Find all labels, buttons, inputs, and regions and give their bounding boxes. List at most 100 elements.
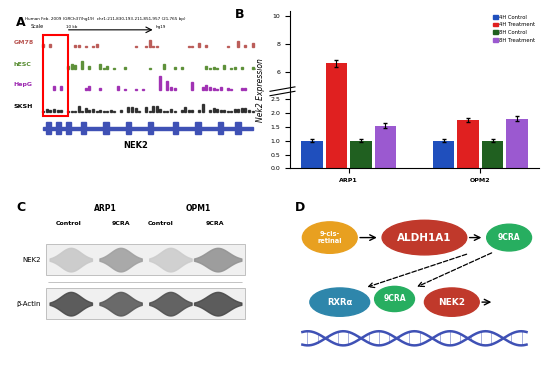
Text: ARP1: ARP1	[94, 204, 117, 213]
Bar	[180, 110, 183, 112]
Bar	[78, 45, 80, 47]
Bar	[350, 141, 372, 168]
Bar	[71, 64, 73, 69]
Bar	[124, 67, 126, 69]
Text: Control: Control	[147, 221, 173, 226]
Bar	[131, 107, 133, 112]
Ellipse shape	[302, 222, 357, 253]
Bar	[218, 122, 223, 134]
Bar	[238, 41, 239, 47]
Text: HepG: HepG	[14, 82, 32, 88]
Bar	[223, 110, 225, 112]
Text: ALDH1A1: ALDH1A1	[397, 233, 452, 243]
Bar	[251, 43, 254, 47]
Bar	[482, 141, 503, 168]
Bar	[145, 46, 147, 47]
Bar	[160, 76, 161, 90]
Bar	[156, 106, 158, 112]
Bar	[81, 61, 84, 69]
Bar	[191, 46, 193, 47]
Bar	[152, 106, 155, 112]
Bar	[506, 119, 527, 168]
Bar	[106, 66, 108, 69]
Bar	[85, 46, 87, 47]
Bar	[103, 111, 104, 112]
Bar	[128, 107, 129, 112]
Text: Control: Control	[56, 221, 81, 226]
Bar	[113, 68, 116, 69]
Bar	[92, 109, 94, 112]
Bar	[96, 111, 97, 112]
FancyBboxPatch shape	[46, 288, 245, 319]
Bar	[219, 110, 222, 112]
Bar	[245, 108, 246, 112]
Text: C: C	[16, 201, 25, 214]
Bar	[78, 106, 80, 112]
Text: hg19: hg19	[156, 25, 166, 29]
Bar	[209, 87, 211, 90]
Bar	[57, 110, 58, 112]
Bar	[227, 46, 229, 47]
Bar	[248, 111, 250, 112]
Bar	[235, 122, 241, 134]
Bar	[92, 46, 94, 47]
Bar	[219, 87, 222, 90]
Bar	[213, 88, 214, 90]
Bar	[135, 89, 136, 90]
Bar	[251, 111, 254, 112]
Bar	[433, 141, 454, 168]
Bar	[174, 88, 175, 90]
Bar	[60, 86, 62, 90]
Bar	[241, 88, 243, 90]
Bar	[43, 127, 252, 130]
Text: B: B	[235, 8, 245, 21]
Bar	[238, 109, 239, 112]
Bar	[206, 66, 207, 69]
Bar	[89, 110, 90, 112]
Text: NEK2: NEK2	[438, 297, 465, 307]
Text: 9CRA: 9CRA	[111, 221, 130, 226]
Bar	[138, 111, 140, 112]
Bar	[67, 111, 69, 112]
Bar	[241, 108, 243, 112]
Text: 9CRA: 9CRA	[498, 233, 520, 242]
Text: hESC: hESC	[14, 62, 31, 67]
Ellipse shape	[425, 288, 479, 316]
Bar	[50, 110, 52, 112]
Bar	[251, 67, 254, 69]
Text: NEK2: NEK2	[123, 141, 148, 150]
Bar	[145, 107, 147, 112]
Ellipse shape	[310, 288, 370, 316]
Bar	[96, 44, 97, 47]
Bar	[46, 122, 51, 134]
Bar	[74, 65, 76, 69]
Bar	[74, 45, 76, 47]
Bar	[223, 65, 225, 69]
Bar	[170, 88, 172, 90]
Bar	[180, 68, 183, 69]
Bar	[230, 68, 232, 69]
Bar	[81, 111, 84, 112]
Bar	[113, 111, 116, 112]
Bar	[103, 122, 109, 134]
Text: 9CRA: 9CRA	[206, 221, 224, 226]
FancyBboxPatch shape	[46, 244, 245, 275]
Bar	[188, 110, 190, 112]
Bar	[81, 122, 86, 134]
Bar	[174, 68, 175, 69]
Bar	[170, 108, 172, 112]
Text: β-Actin: β-Actin	[16, 301, 41, 307]
Text: D: D	[295, 201, 305, 214]
Bar	[117, 86, 119, 90]
Bar	[99, 88, 101, 90]
Bar	[234, 109, 236, 112]
Bar	[85, 108, 87, 112]
Bar	[199, 110, 200, 112]
Bar	[174, 111, 175, 112]
Bar	[85, 88, 87, 90]
Bar	[191, 110, 193, 112]
Bar	[458, 120, 479, 168]
Ellipse shape	[382, 220, 467, 255]
Text: NEK2: NEK2	[23, 257, 41, 263]
Bar	[142, 89, 144, 90]
